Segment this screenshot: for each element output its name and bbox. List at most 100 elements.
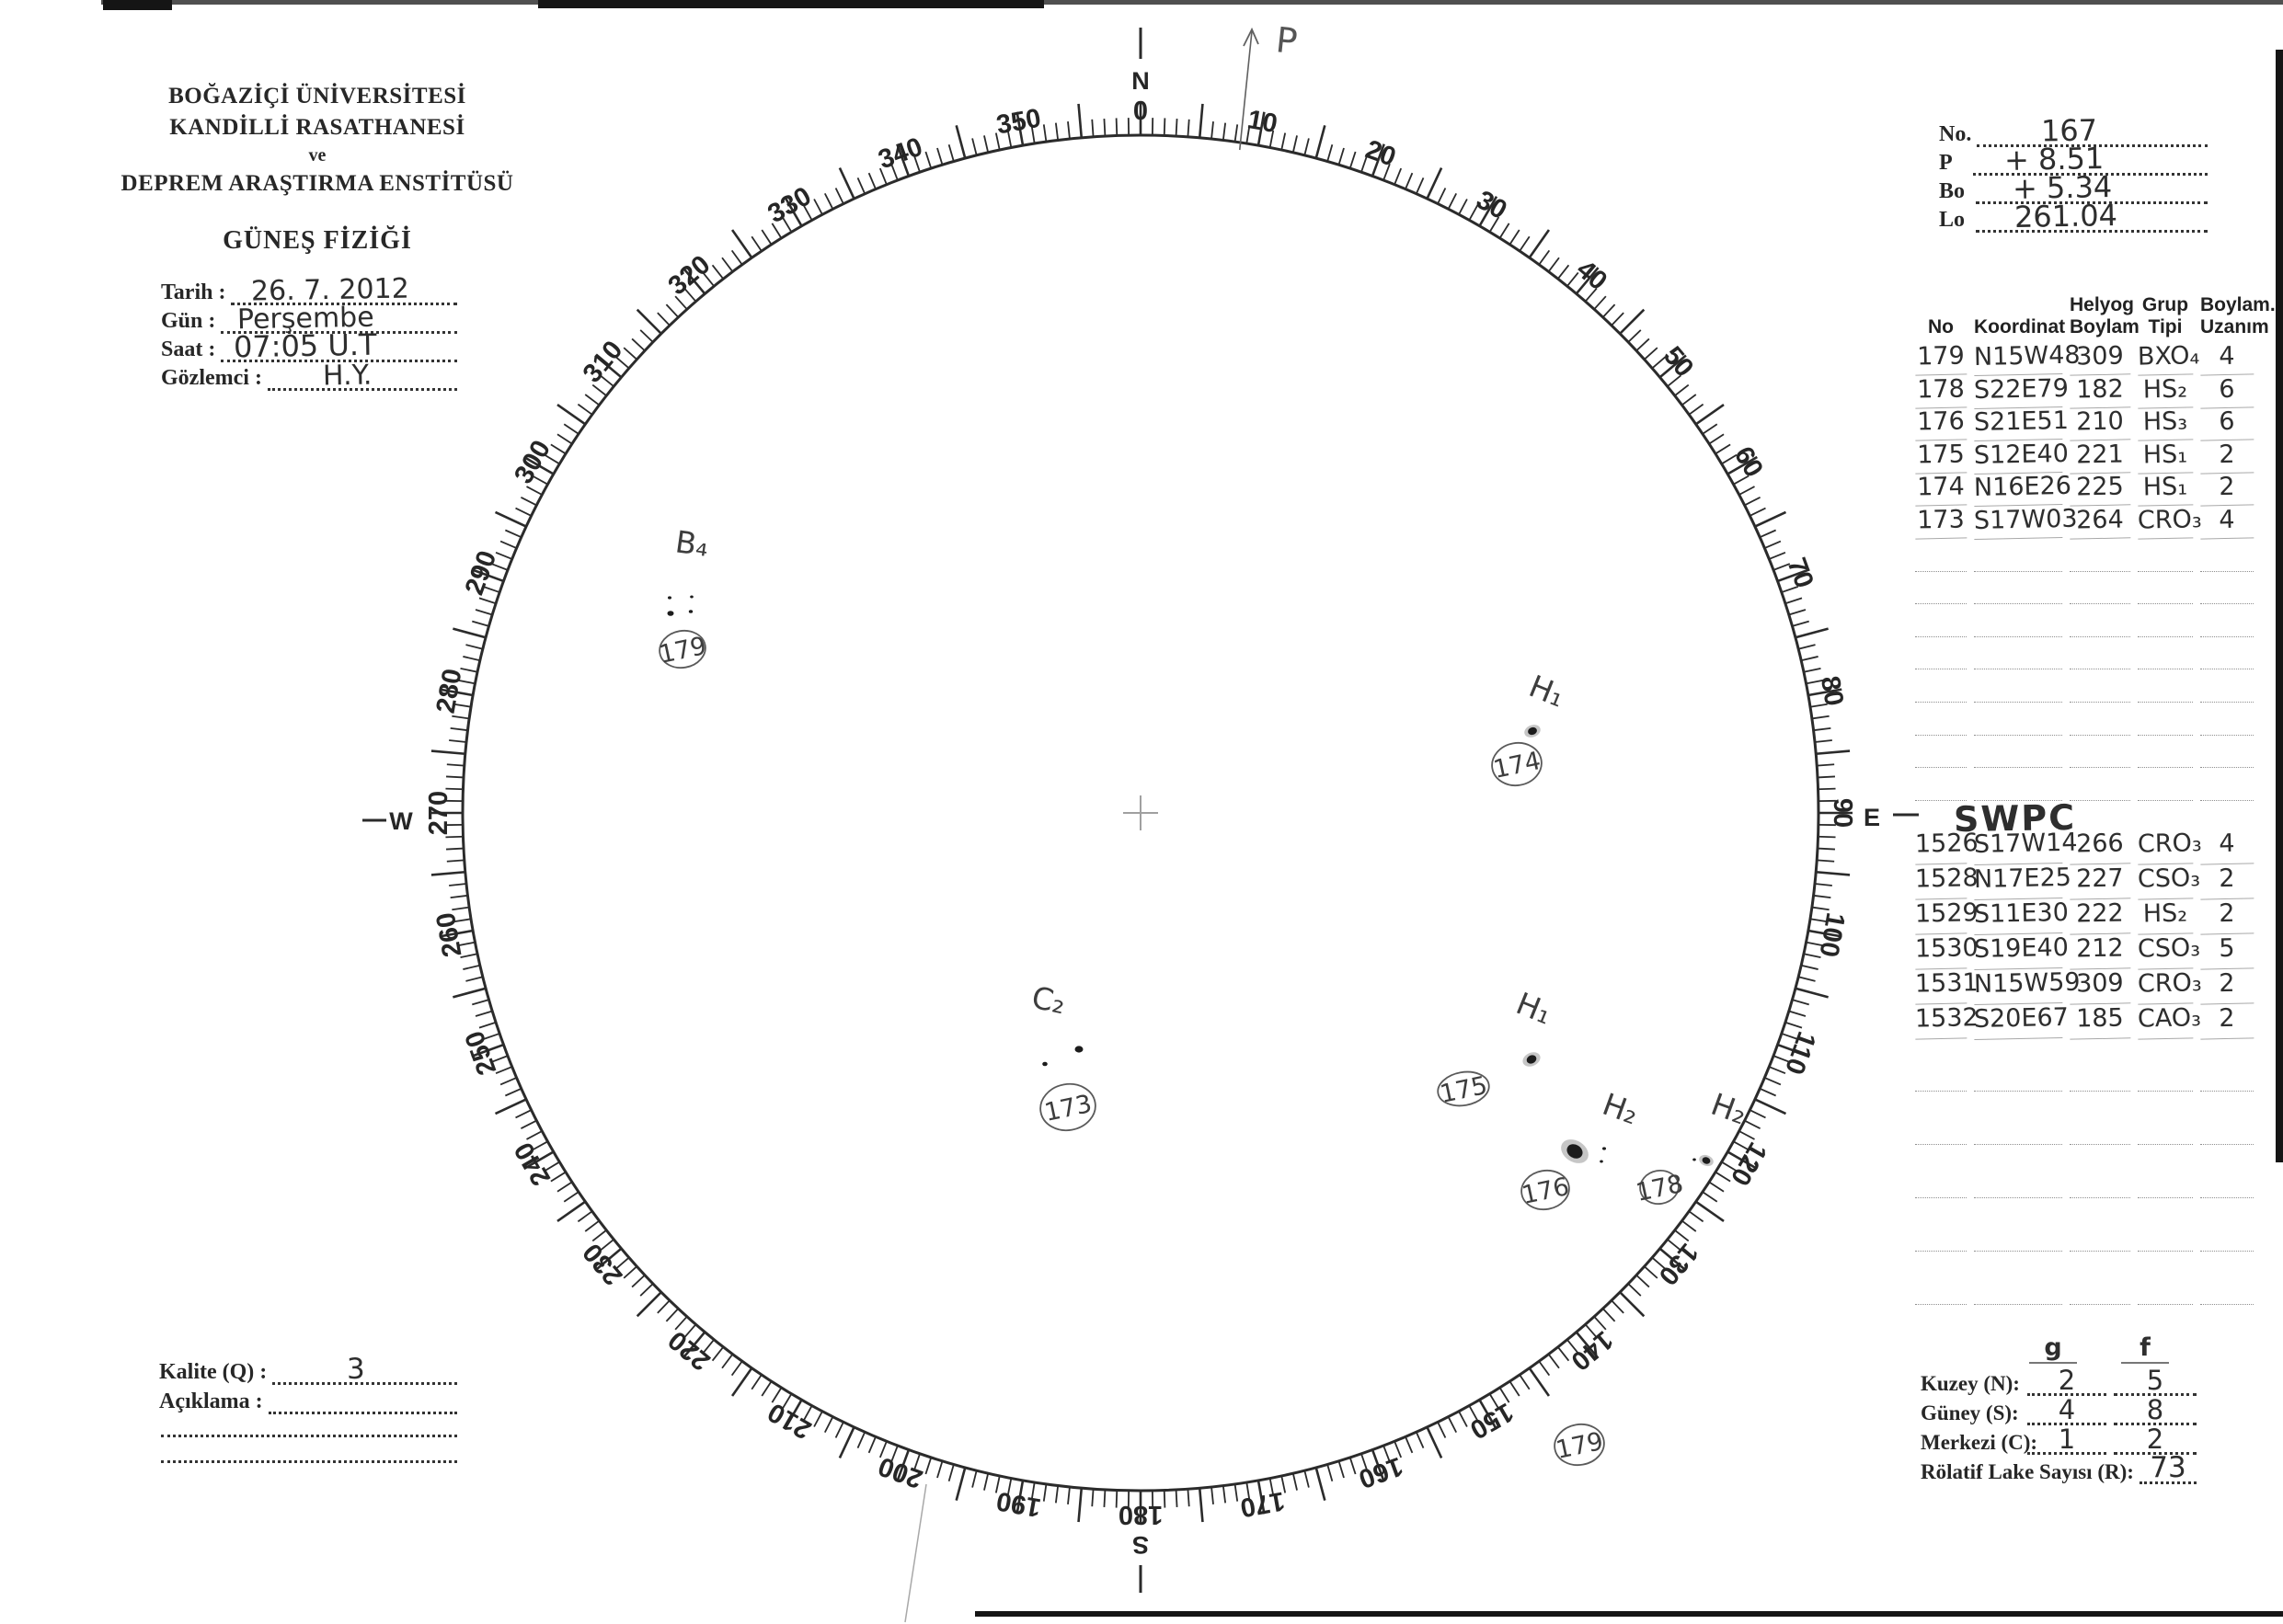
degree-label: 0 (1133, 97, 1148, 126)
groups-table-header-cell: Uzanım (2200, 316, 2269, 337)
degree-tick (1030, 126, 1036, 144)
degree-tick (665, 303, 680, 318)
groups-table-empty-row-cell (2138, 572, 2193, 605)
groups-table-row-cell: S12E40 (1973, 440, 2069, 475)
degree-tick (1067, 121, 1071, 140)
swpc-table-row-cell: 1529 (1914, 898, 1979, 935)
degree-tick (523, 455, 555, 475)
degree-tick (1803, 953, 1821, 959)
summary-row-label: Merkezi (C): (1921, 1431, 2038, 1454)
groups-table-row: 176 S21E51 210 HS₃ 6 (1914, 406, 2254, 441)
degree-tick (994, 132, 1001, 151)
degree-tick (526, 486, 543, 496)
degree-tick (449, 883, 467, 886)
degree-tick (1575, 267, 1600, 295)
group-number: 173 (1042, 1090, 1095, 1127)
degree-tick (430, 870, 465, 876)
degree-tick (584, 1219, 600, 1232)
degree-tick (1528, 229, 1551, 259)
degree-tick (890, 1445, 899, 1463)
swpc-table-row-cell: 1532 (1914, 1003, 1979, 1040)
degree-tick (472, 620, 489, 627)
degree-tick (702, 271, 715, 287)
groups-table-row-cell: 309 (2069, 341, 2131, 376)
groups-table-empty-row-cell (2200, 539, 2254, 572)
groups-table-header-row2: No Koordinat Boylam Tipi Uzanım (1915, 316, 2269, 338)
org-header: BOĞAZİÇİ ÜNİVERSİTESİ KANDİLLİ RASATHANE… (110, 81, 524, 258)
degree-tick (453, 987, 487, 999)
degree-tick (1727, 1150, 1758, 1171)
kalite-value: 3 (346, 1352, 365, 1387)
degree-tick (1175, 118, 1178, 137)
degree-tick (1813, 726, 1831, 732)
swpc-table-row-cell: CSO₃ (2137, 933, 2200, 970)
degree-tick (1210, 1486, 1214, 1504)
sunspot (690, 595, 694, 599)
degree-tick (1210, 121, 1214, 140)
degree-tick (1447, 192, 1458, 210)
degree-tick (730, 229, 753, 259)
group-number-circle (1554, 1423, 1605, 1467)
degree-tick (475, 609, 493, 616)
degree-tick (1764, 540, 1782, 549)
groups-table-empty-row (1915, 604, 2254, 637)
groups-table-empty-row-cell (1974, 637, 2062, 670)
scan-edge-bottom (975, 1611, 2283, 1617)
groups-table-row-cell: 175 (1914, 440, 1968, 474)
degree-tick (1681, 394, 1697, 406)
degree-tick (445, 775, 465, 779)
swpc-table-empty-row-cell (2070, 1198, 2130, 1252)
degree-tick (550, 1171, 567, 1183)
compass-south-label: S (1132, 1531, 1149, 1559)
swpc-table-empty-row-cell (1974, 1145, 2062, 1198)
degree-tick (1644, 347, 1658, 360)
degree-tick (1806, 679, 1824, 685)
degree-tick (761, 229, 773, 246)
groups-table-row-cell: 173 (1914, 505, 1968, 540)
degree-tick (1738, 1130, 1755, 1140)
degree-tick (1702, 1191, 1718, 1203)
degree-tick (1708, 433, 1725, 445)
degree-tick (1702, 423, 1718, 435)
field-no: No. 167 (1939, 112, 2208, 149)
degree-tick (599, 1239, 614, 1252)
degree-tick (623, 347, 637, 360)
degree-label: 40 (1571, 255, 1612, 296)
groups-table-header-cell: Grup (2141, 294, 2189, 315)
degree-tick (499, 540, 517, 549)
degree-tick (556, 433, 573, 445)
degree-tick (955, 1467, 967, 1501)
degree-tick (520, 496, 537, 507)
groups-table-empty-row-cell (1974, 604, 2062, 637)
group-type-label: B₄ (673, 523, 711, 564)
degree-tick (1103, 1489, 1107, 1508)
summary-row: Güney (S): 4 8 (1921, 1394, 2197, 1425)
groups-table-row: 174 N16E26 225 HS₁ 2 (1914, 472, 2254, 507)
degree-tick (1268, 130, 1275, 148)
p-angle-arrowhead (1243, 27, 1259, 47)
gozlemci-line: H.Y. (267, 357, 457, 392)
groups-table-empty-row-cell (2138, 539, 2193, 572)
groups-table-empty-row-cell (2070, 572, 2130, 605)
degree-tick (1054, 1485, 1060, 1504)
pencil-stray-line (904, 1483, 927, 1623)
kalite-label: Kalite (Q) : (159, 1360, 268, 1384)
groups-table-row-cell: 178 (1914, 374, 1968, 408)
degree-tick (614, 356, 630, 370)
degree-tick (1566, 271, 1579, 287)
summary-row-label: Güney (S): (1921, 1401, 2019, 1424)
degree-tick (1809, 703, 1828, 708)
swpc-table-empty-row-cell (1915, 1145, 1967, 1198)
degree-tick (460, 953, 478, 959)
degree-tick (1437, 1422, 1447, 1438)
degree-tick (490, 1055, 509, 1063)
degree-tick (823, 192, 834, 210)
group-number-circle (659, 629, 706, 669)
degree-tick (1348, 1457, 1357, 1475)
degree-tick (515, 1109, 532, 1119)
degree-tick (1768, 551, 1786, 560)
groups-table-empty-row-cell (1974, 768, 2062, 801)
degree-tick (577, 403, 593, 416)
groups-table-empty-row-cell (2070, 604, 2130, 637)
degree-tick (1187, 119, 1190, 137)
